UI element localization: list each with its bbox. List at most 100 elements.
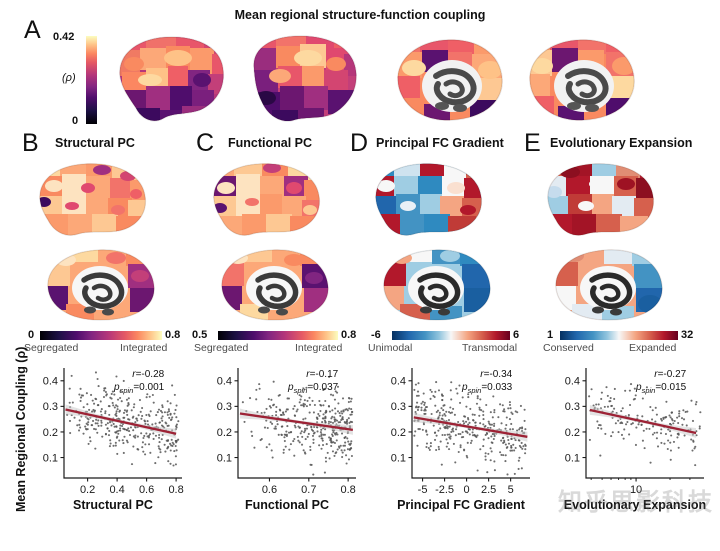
scatter-plot-b: 0.1 0.2 0.3 0.4 0.2 0.4 0.6 0.8 r=-0.28 pspin=0.0… — [34, 362, 192, 518]
colorbar-d-min-sub: Unimodal — [368, 342, 413, 354]
regression-line — [413, 416, 528, 438]
colorbar-d-max-label: 6 — [513, 329, 520, 341]
scatter-y-axis-label: Mean Regional Coupling (ρ) — [14, 346, 28, 512]
svg-text:0.3: 0.3 — [43, 401, 58, 413]
svg-text:0.4: 0.4 — [217, 376, 232, 388]
colorbar-b-min-sub: Segregated — [24, 342, 79, 354]
scatter-canvas-C: 0.1 0.2 0.3 0.4 0.6 0.7 0.8 — [217, 368, 356, 496]
svg-text:0.2: 0.2 — [391, 427, 406, 439]
regression-line — [65, 408, 177, 435]
svg-text:0.6: 0.6 — [139, 484, 154, 496]
svg-text:0.3: 0.3 — [217, 401, 232, 413]
colorbar-a-max-label: 0.42 — [53, 31, 75, 43]
colorbar-panel-c — [218, 331, 338, 340]
brain-d-medial — [378, 242, 496, 324]
svg-text:0.7: 0.7 — [301, 484, 316, 496]
colorbar-c-max-sub: Integrated — [295, 342, 343, 354]
x-axis-label-D: Principal FC Gradient — [397, 498, 525, 512]
stat-annotation-C: r=-0.17 pspin=0.037 — [288, 369, 338, 395]
stat-annotation-D: r=-0.34 pspin=0.033 — [462, 369, 512, 395]
r-value: r=-0.17 — [306, 369, 339, 380]
colorbar-panel-b — [40, 331, 162, 340]
colorbar-e-min-label: 1 — [547, 329, 554, 341]
svg-text:0.3: 0.3 — [391, 401, 406, 413]
svg-text:0.2: 0.2 — [565, 427, 580, 439]
colorbar-b-min-label: 0 — [28, 329, 35, 341]
brain-a-medial-left — [390, 28, 508, 128]
colorbar-d-min-label: -6 — [371, 329, 381, 341]
svg-text:0.1: 0.1 — [565, 452, 580, 464]
brain-e-medial — [550, 242, 668, 324]
svg-text:10: 10 — [630, 484, 642, 496]
r-value: r=-0.34 — [480, 369, 513, 380]
panel-letter-e: E — [524, 129, 541, 157]
scatter-plot-d: 0.1 0.2 0.3 0.4 -5 -2.5 0 2.5 5 r=-0.34 pspin=0.03… — [382, 362, 540, 518]
svg-text:0.1: 0.1 — [391, 452, 406, 464]
p-value: pspin=0.037 — [288, 381, 339, 395]
p-value: pspin=0.015 — [636, 381, 687, 395]
colorbar-c-min-sub: Segregated — [194, 342, 249, 354]
svg-text:0.4: 0.4 — [43, 376, 58, 388]
colorbar-panel-a — [86, 36, 97, 124]
regression-line — [239, 412, 354, 432]
panel-letter-d: D — [350, 129, 369, 157]
svg-text:0.4: 0.4 — [109, 484, 124, 496]
colorbar-b-max-sub: Integrated — [120, 342, 168, 354]
x-axis-label-B: Structural PC — [73, 498, 153, 512]
svg-text:0.8: 0.8 — [168, 484, 183, 496]
svg-text:0.8: 0.8 — [340, 484, 355, 496]
brain-c-medial — [216, 242, 334, 324]
svg-text:0.2: 0.2 — [43, 427, 58, 439]
svg-text:0: 0 — [464, 484, 470, 496]
colorbar-e-min-sub: Conserved — [543, 342, 594, 354]
stat-annotation-B: r=-0.28 pspin=0.001 — [114, 369, 164, 395]
scatter-canvas-B: 0.1 0.2 0.3 0.4 0.2 0.4 0.6 0.8 — [43, 368, 184, 496]
x-axis-label-E: Evolutionary Expansion — [563, 498, 707, 512]
colorbar-panel-e — [560, 331, 678, 340]
colorbar-e-max-sub: Expanded — [629, 342, 677, 354]
p-value: pspin=0.033 — [462, 381, 513, 395]
panel-title-c: Functional PC — [228, 136, 313, 150]
stat-annotation-E: r=-0.27 pspin=0.015 — [636, 369, 686, 395]
svg-text:2.5: 2.5 — [481, 484, 496, 496]
colorbar-a-min-label: 0 — [72, 115, 79, 127]
panel-title-d: Principal FC Gradient — [376, 136, 504, 150]
svg-text:0.1: 0.1 — [217, 452, 232, 464]
brain-d-lateral — [368, 158, 488, 244]
scatter-canvas-D: 0.1 0.2 0.3 0.4 -5 -2.5 0 2.5 5 — [391, 368, 530, 496]
panel-title-b: Structural PC — [55, 136, 135, 150]
brain-c-lateral — [206, 158, 326, 244]
panel-title-e: Evolutionary Expansion — [550, 136, 693, 150]
colorbar-c-max-label: 0.8 — [341, 329, 357, 341]
panel-letter-a: A — [24, 16, 41, 44]
scatter-points — [588, 383, 702, 467]
brain-b-medial — [42, 242, 160, 324]
panel-letter-c: C — [196, 129, 215, 157]
svg-text:0.4: 0.4 — [565, 376, 580, 388]
scatter-plot-e: 0.1 0.2 0.3 0.4 10 r=-0.27 pspin=0.015 Evolutio… — [556, 362, 714, 518]
p-value: pspin=0.001 — [114, 381, 165, 395]
brain-a-lateral-left — [112, 28, 230, 128]
colorbar-a-axis-label: (ρ) — [62, 72, 76, 84]
svg-text:-2.5: -2.5 — [435, 484, 454, 496]
brain-a-medial-right — [522, 28, 640, 128]
svg-text:0.2: 0.2 — [217, 427, 232, 439]
svg-text:0.1: 0.1 — [43, 452, 58, 464]
svg-text:-5: -5 — [418, 484, 428, 496]
brain-b-lateral — [32, 158, 152, 244]
r-value: r=-0.28 — [132, 369, 165, 380]
panel-letter-b: B — [22, 129, 39, 157]
colorbar-panel-d — [392, 331, 510, 340]
regression-line — [589, 408, 697, 435]
svg-text:0.3: 0.3 — [565, 401, 580, 413]
brain-a-lateral-right — [244, 28, 362, 128]
r-value: r=-0.27 — [654, 369, 687, 380]
colorbar-d-max-sub: Transmodal — [462, 342, 518, 354]
svg-text:0.2: 0.2 — [80, 484, 95, 496]
svg-text:0.4: 0.4 — [391, 376, 406, 388]
colorbar-e-max-label: 32 — [681, 329, 694, 341]
brain-e-lateral — [540, 158, 660, 244]
figure-title: Mean regional structure-function couplin… — [234, 8, 486, 22]
svg-text:5: 5 — [508, 484, 514, 496]
